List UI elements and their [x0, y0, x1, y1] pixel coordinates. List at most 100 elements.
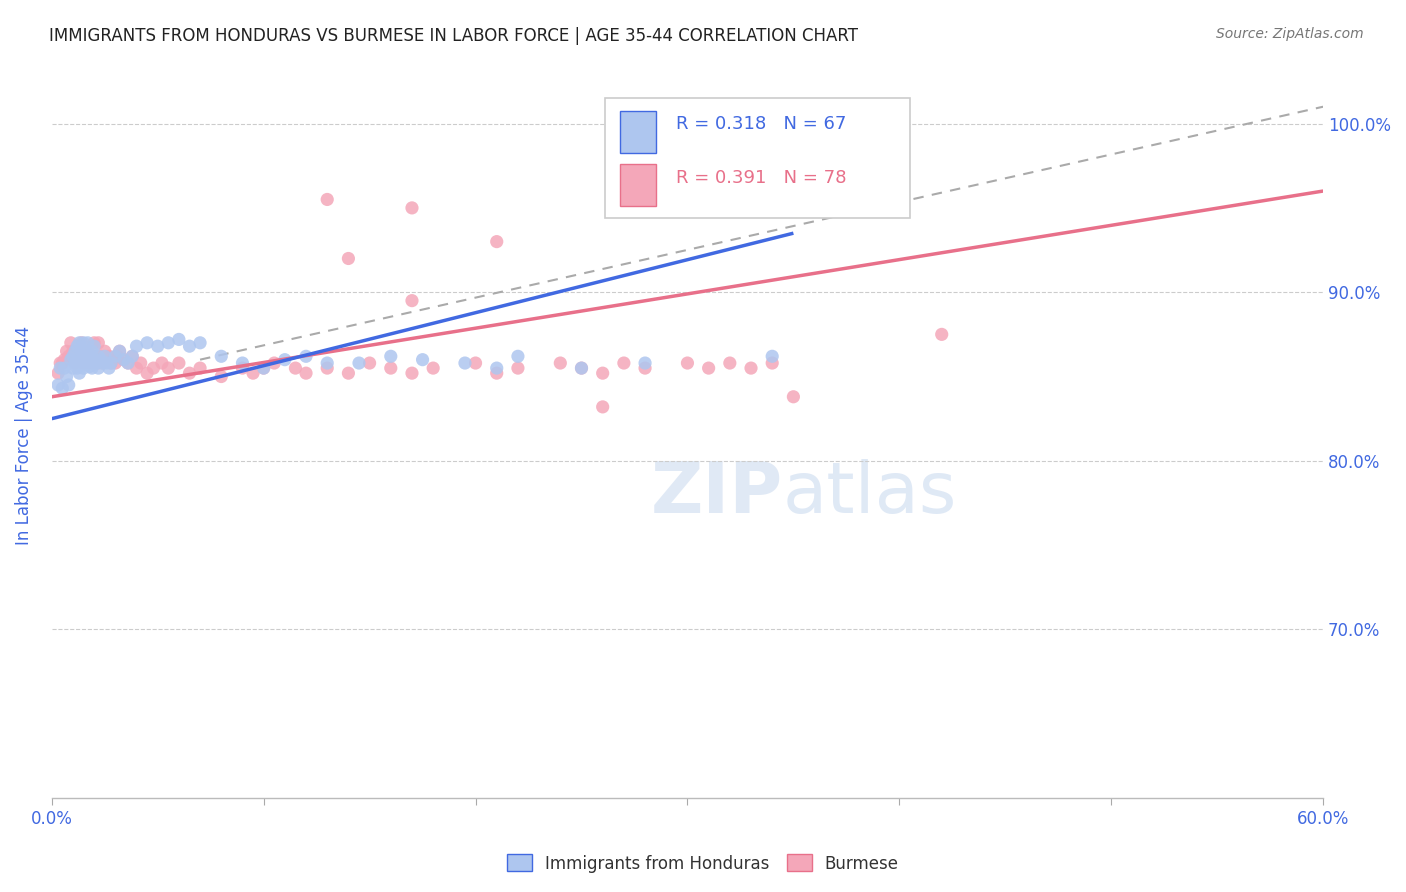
Point [506, 361, 529, 376]
Point [761, 356, 783, 370]
Point [485, 361, 508, 376]
Point [592, 366, 614, 380]
Point [104, 356, 127, 370]
Point [53, 361, 76, 376]
Point [401, 201, 423, 215]
Point [740, 361, 762, 376]
Point [274, 352, 297, 367]
Point [100, 356, 122, 370]
Point [242, 366, 264, 380]
Point [75, 356, 97, 370]
Point [46, 366, 69, 380]
Point [93, 349, 115, 363]
Point [89, 349, 111, 363]
Point [67, 349, 90, 363]
FancyBboxPatch shape [620, 111, 655, 153]
Point [108, 344, 131, 359]
Point [63, 344, 86, 359]
Point [83, 356, 105, 370]
Point [231, 356, 253, 370]
Point [167, 356, 190, 370]
Point [412, 352, 434, 367]
Point [253, 361, 276, 376]
Point [63, 356, 86, 370]
Point [96, 352, 118, 367]
Point [58, 378, 80, 392]
Point [676, 356, 699, 370]
Text: R = 0.318   N = 67: R = 0.318 N = 67 [676, 115, 846, 133]
Point [83, 356, 105, 370]
Point [634, 361, 657, 376]
Point [62, 349, 84, 363]
Point [87, 335, 110, 350]
Point [62, 361, 84, 376]
Text: ZIP: ZIP [651, 459, 783, 528]
Point [380, 361, 402, 376]
Text: atlas: atlas [783, 459, 957, 528]
Point [112, 352, 135, 367]
Text: Source: ZipAtlas.com: Source: ZipAtlas.com [1216, 27, 1364, 41]
Point [142, 361, 165, 376]
Point [72, 361, 94, 376]
Point [157, 361, 180, 376]
Point [592, 400, 614, 414]
Point [93, 344, 115, 359]
Point [67, 366, 90, 380]
Point [316, 356, 339, 370]
Point [263, 356, 285, 370]
Point [51, 381, 73, 395]
Point [337, 252, 360, 266]
Point [84, 349, 107, 363]
Point [59, 352, 82, 367]
Point [91, 356, 114, 370]
Point [97, 349, 120, 363]
Point [316, 361, 339, 376]
Point [359, 356, 381, 370]
Point [571, 361, 593, 376]
Point [284, 361, 307, 376]
Point [485, 235, 508, 249]
Point [718, 356, 741, 370]
Point [76, 344, 98, 359]
Point [931, 327, 953, 342]
Point [59, 335, 82, 350]
Point [209, 349, 232, 363]
Point [80, 349, 103, 363]
Point [107, 349, 129, 363]
Point [58, 349, 80, 363]
Point [67, 356, 90, 370]
Point [76, 349, 98, 363]
Point [96, 356, 118, 370]
Point [75, 344, 97, 359]
Point [150, 356, 173, 370]
Point [51, 356, 73, 370]
Text: R = 0.391   N = 78: R = 0.391 N = 78 [676, 169, 846, 187]
Point [79, 359, 101, 374]
Point [117, 356, 139, 370]
Point [188, 361, 211, 376]
Point [80, 344, 103, 359]
Point [464, 356, 486, 370]
Point [83, 339, 105, 353]
Point [104, 349, 127, 363]
Point [70, 344, 93, 359]
Point [46, 378, 69, 392]
Point [697, 361, 720, 376]
Point [55, 369, 77, 384]
Point [167, 333, 190, 347]
Point [209, 369, 232, 384]
Point [83, 335, 105, 350]
Point [70, 356, 93, 370]
Point [75, 349, 97, 363]
Point [117, 356, 139, 370]
Point [87, 356, 110, 370]
Point [49, 361, 72, 376]
Point [550, 356, 572, 370]
Point [347, 356, 370, 370]
Point [70, 335, 93, 350]
Point [72, 356, 94, 370]
Legend: Immigrants from Honduras, Burmese: Immigrants from Honduras, Burmese [501, 847, 905, 880]
Point [295, 349, 318, 363]
Point [485, 366, 508, 380]
Point [146, 339, 169, 353]
